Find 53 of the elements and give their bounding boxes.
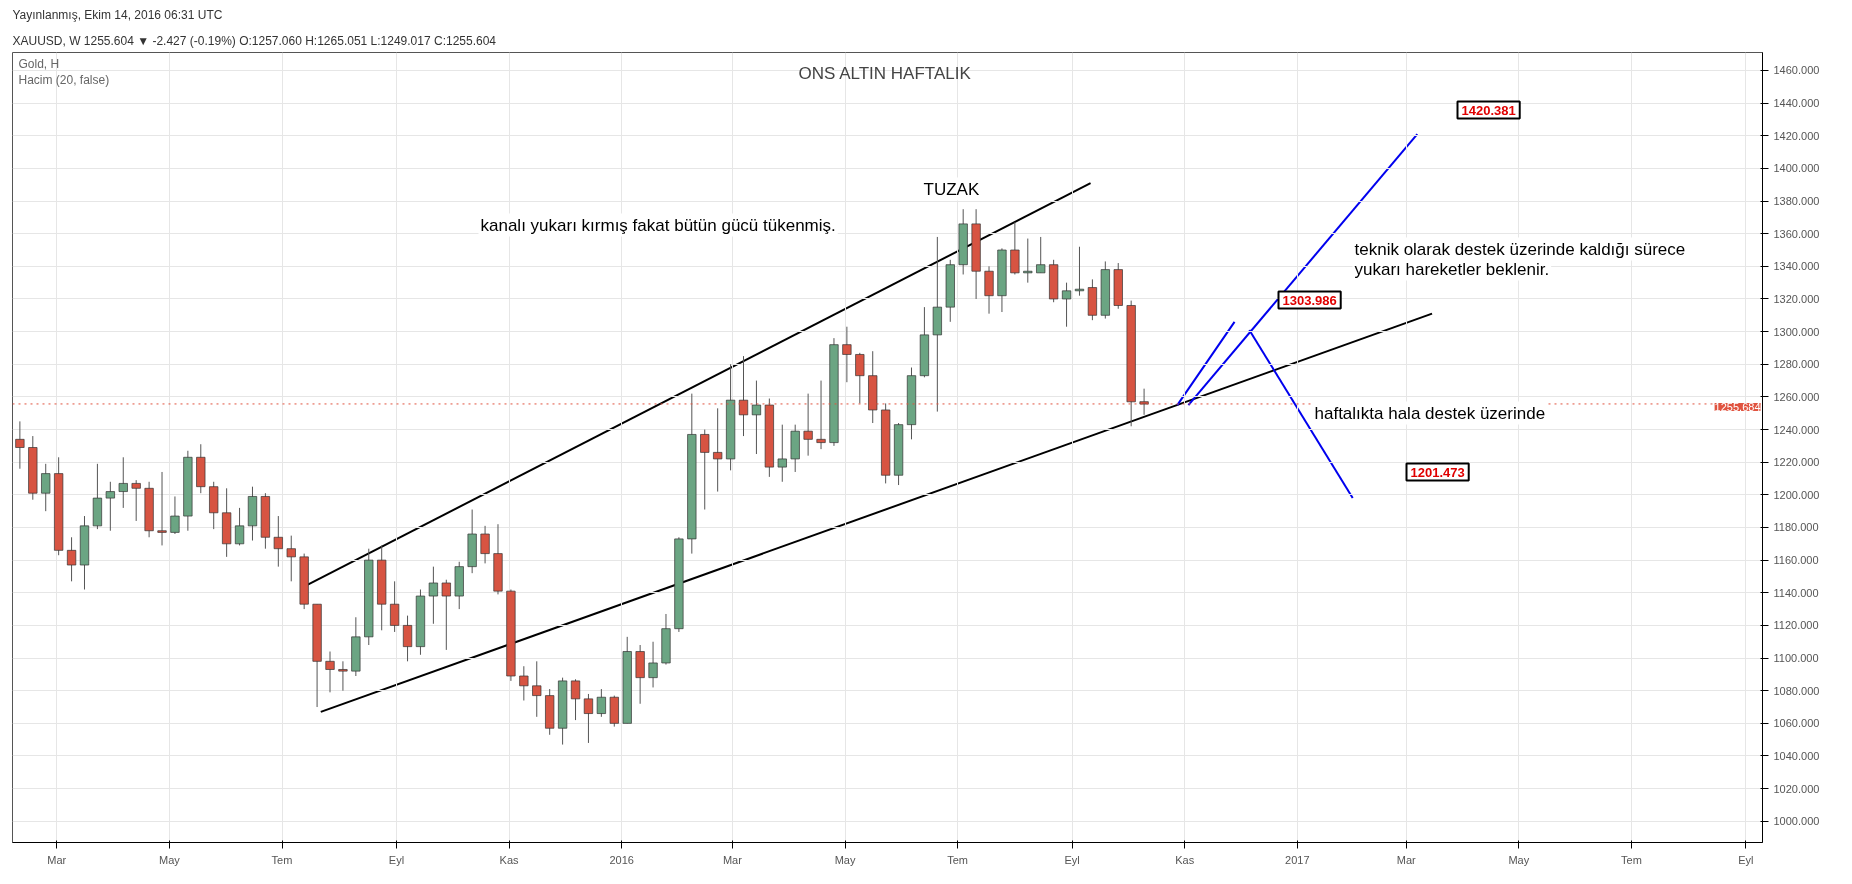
- x-tick-label: Kas: [499, 853, 520, 866]
- text: XAUUSD, W 1255.604 ▼ -2.427 (-0.19%) O:1257.060 H:1265.051 L:1249.017 C:1255.604: [12, 33, 497, 48]
- y-tick-label: 1380.000: [1773, 195, 1820, 208]
- y-tick-label: 1000.000: [1773, 815, 1820, 828]
- y-tick-label: 1220.000: [1773, 456, 1820, 469]
- y-tick-label: 1400.000: [1773, 162, 1820, 175]
- y-tick-label: 1360.000: [1773, 227, 1820, 240]
- x-tick-label: May: [834, 853, 856, 866]
- y-tick-label: 1200.000: [1773, 488, 1820, 501]
- x-tick-label: Eyl: [1064, 853, 1080, 866]
- text: Yayınlanmış, Ekim 14, 2016 06:31 UTC: [12, 7, 223, 22]
- annotation: 1201.473: [1410, 464, 1465, 480]
- y-tick-label: 1320.000: [1773, 292, 1820, 305]
- y-tick-label: 1160.000: [1773, 554, 1819, 567]
- y-tick-label: 1080.000: [1773, 684, 1820, 697]
- y-tick-label: 1020.000: [1773, 782, 1820, 795]
- x-tick-label: Mar: [722, 853, 743, 866]
- y-tick-label: 1060.000: [1773, 717, 1820, 730]
- y-tick-label: 1440.000: [1773, 97, 1820, 110]
- annotation: haftalıkta hala destek üzerinde: [1314, 403, 1546, 423]
- y-tick-label: 1420.000: [1773, 129, 1820, 142]
- y-tick-label: 1240.000: [1773, 423, 1820, 436]
- y-tick-label: 1340.000: [1773, 260, 1820, 273]
- y-tick-label: 1100.000: [1773, 652, 1819, 665]
- x-tick-label: Tem: [947, 853, 969, 866]
- x-tick-label: May: [1508, 853, 1530, 866]
- x-tick-label: Eyl: [388, 853, 405, 866]
- text: ONS ALTIN HAFTALIK: [798, 63, 972, 83]
- y-tick-label: 1460.000: [1773, 64, 1820, 77]
- annotation: teknik olarak destek üzerinde kaldığı sürece yukarı hareketler beklenir.: [1354, 239, 1686, 279]
- annotation: Gold, H: [18, 56, 60, 71]
- annotation: 1420.381: [1461, 102, 1516, 118]
- x-tick-label: Mar: [47, 853, 67, 866]
- annotation: kanalı yukarı kırmış fakat bütün gücü tükenmiş.: [480, 215, 836, 235]
- x-tick-label: Tem: [271, 853, 293, 866]
- y-tick-label: 1260.000: [1773, 390, 1820, 403]
- annotation: Hacim (20, false): [18, 72, 110, 87]
- annotation: 1303.986: [1282, 292, 1337, 308]
- x-tick-label: Kas: [1175, 853, 1195, 866]
- y-tick-label: 1180.000: [1773, 521, 1819, 534]
- x-tick-label: Tem: [1621, 853, 1642, 866]
- y-tick-label: 1040.000: [1773, 749, 1820, 762]
- y-tick-label: 1300.000: [1773, 325, 1820, 338]
- x-tick-label: Mar: [1396, 853, 1417, 866]
- ref-line-label: 1255.684: [1714, 400, 1761, 413]
- x-tick-label: 2016: [609, 853, 634, 866]
- x-tick-label: Eyl: [1738, 853, 1754, 866]
- annotation: TUZAK: [923, 179, 980, 199]
- y-tick-label: 1280.000: [1773, 358, 1820, 371]
- x-tick-label: 2017: [1285, 853, 1310, 866]
- y-tick-label: 1140.000: [1773, 586, 1819, 599]
- x-tick-label: May: [159, 853, 181, 866]
- y-tick-label: 1120.000: [1773, 619, 1819, 632]
